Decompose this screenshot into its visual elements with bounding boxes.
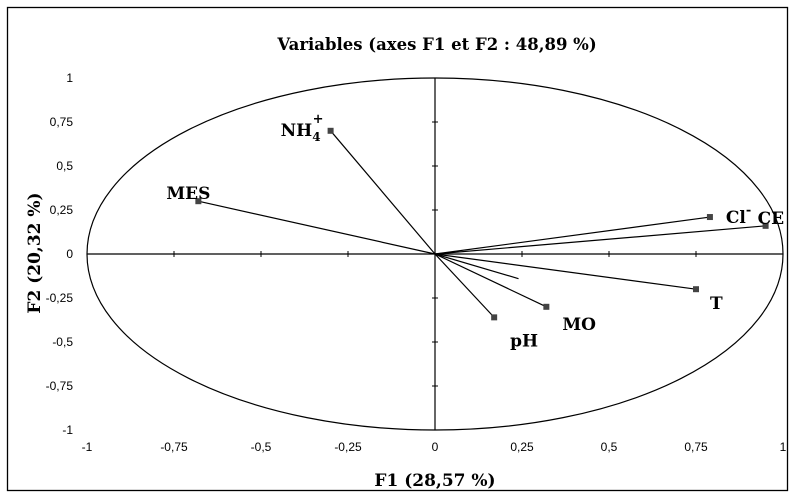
- variable-point: [327, 127, 334, 134]
- variable-point: [706, 214, 713, 221]
- y-tick-label: -0,75: [46, 379, 74, 393]
- vector-line: [434, 253, 519, 280]
- x-tick-label: -0,5: [251, 440, 272, 454]
- vector-line: [434, 253, 495, 318]
- chart-border: [6, 6, 789, 492]
- variable-point: [195, 198, 202, 205]
- x-tick-label: -0,25: [334, 440, 362, 454]
- y-axis-label: F2 (20,32 %): [25, 192, 45, 313]
- x-tick-label: 0,5: [601, 440, 618, 454]
- variable-label: NH4+: [281, 112, 324, 144]
- y-tick-label: 0,25: [50, 203, 74, 217]
- tick-labels: -1 -0,75 -0,5 -0,25 0 0,25 0,5 0,75 1 1 0,75 0,5 0,2…: [46, 71, 787, 454]
- y-tick-label: -0,25: [46, 291, 74, 305]
- variable-label: MES: [166, 184, 210, 204]
- variable-point: [762, 222, 769, 229]
- x-tick-label: 0,75: [684, 440, 708, 454]
- y-tick-label: -1: [62, 423, 73, 437]
- y-tick-label: 0,5: [56, 159, 73, 173]
- vector-line: [198, 200, 436, 255]
- x-tick-label: -1: [82, 440, 93, 454]
- x-tick-label: -0,75: [160, 440, 188, 454]
- chart-title: Variables (axes F1 et F2 : 48,89 %): [276, 35, 596, 54]
- x-tick-label: 0: [432, 440, 439, 454]
- y-tick-label: 0: [66, 247, 73, 261]
- vector-line: [434, 253, 547, 308]
- vector-line: [434, 225, 766, 255]
- variable-label: T: [710, 294, 723, 314]
- variable-label: pH: [510, 331, 538, 351]
- vector-line: [434, 216, 710, 255]
- vector-line: [434, 253, 697, 290]
- y-tick-label: 1: [66, 71, 73, 85]
- variable-labels: NH4+ MES Cl- CE T MO pH: [166, 112, 784, 352]
- variable-point: [491, 314, 498, 321]
- y-tick-label: 0,75: [50, 115, 74, 129]
- variable-point: [693, 286, 699, 293]
- vector-line: [330, 130, 436, 255]
- y-tick-label: -0,5: [52, 335, 73, 349]
- variable-label: MO: [562, 315, 596, 335]
- variable-label: Cl-: [726, 203, 751, 228]
- x-axis-label: F1 (28,57 %): [374, 471, 495, 491]
- variable-vectors: [195, 127, 769, 321]
- variable-label: CE: [758, 209, 785, 229]
- x-tick-label: 0,25: [510, 440, 534, 454]
- variable-point: [543, 303, 550, 310]
- x-tick-label: 1: [780, 440, 787, 454]
